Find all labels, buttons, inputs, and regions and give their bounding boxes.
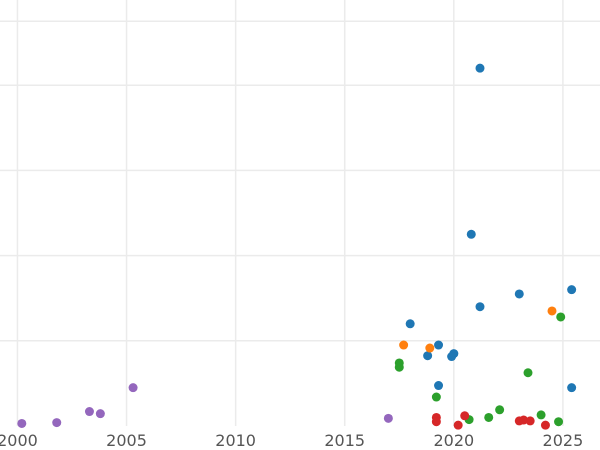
point-orange-2 — [547, 306, 557, 316]
point-red-2 — [431, 417, 441, 427]
point-purple-2 — [95, 409, 105, 419]
point-red-7 — [540, 420, 550, 430]
x-tick-label-2010: 2010 — [215, 431, 256, 450]
point-red-4 — [519, 415, 529, 425]
point-green-0 — [556, 312, 566, 322]
point-blue-11 — [567, 383, 577, 393]
x-axis-ticks: 2000 2005 2010 2015 2020 2025 — [0, 431, 583, 450]
point-blue-2 — [567, 285, 577, 295]
point-red-6 — [453, 420, 463, 430]
point-green-2 — [394, 362, 404, 372]
point-blue-6 — [434, 340, 444, 350]
point-purple-0 — [128, 383, 138, 393]
point-blue-9 — [447, 352, 457, 362]
point-blue-3 — [514, 289, 524, 299]
point-purple-1 — [84, 407, 94, 417]
point-red-1 — [460, 411, 470, 421]
point-green-6 — [536, 410, 546, 420]
x-tick-label-2025: 2025 — [543, 431, 584, 450]
point-green-5 — [495, 405, 505, 415]
x-tick-label-2000: 2000 — [0, 431, 38, 450]
point-red-5 — [525, 416, 535, 426]
data-points — [17, 63, 577, 430]
point-blue-8 — [423, 351, 433, 361]
point-purple-5 — [52, 418, 62, 428]
point-green-7 — [484, 412, 494, 422]
point-orange-0 — [399, 340, 409, 350]
x-tick-label-2020: 2020 — [433, 431, 474, 450]
point-blue-10 — [434, 381, 444, 391]
point-green-9 — [554, 417, 564, 427]
point-blue-4 — [475, 302, 485, 312]
point-orange-1 — [425, 343, 435, 353]
point-green-4 — [431, 392, 441, 402]
point-purple-4 — [17, 418, 27, 428]
point-blue-1 — [466, 229, 476, 239]
point-blue-5 — [405, 319, 415, 329]
point-green-3 — [523, 368, 533, 378]
x-tick-label-2005: 2005 — [106, 431, 147, 450]
point-blue-0 — [475, 63, 485, 73]
point-purple-3 — [383, 413, 393, 423]
x-tick-label-2015: 2015 — [324, 431, 365, 450]
